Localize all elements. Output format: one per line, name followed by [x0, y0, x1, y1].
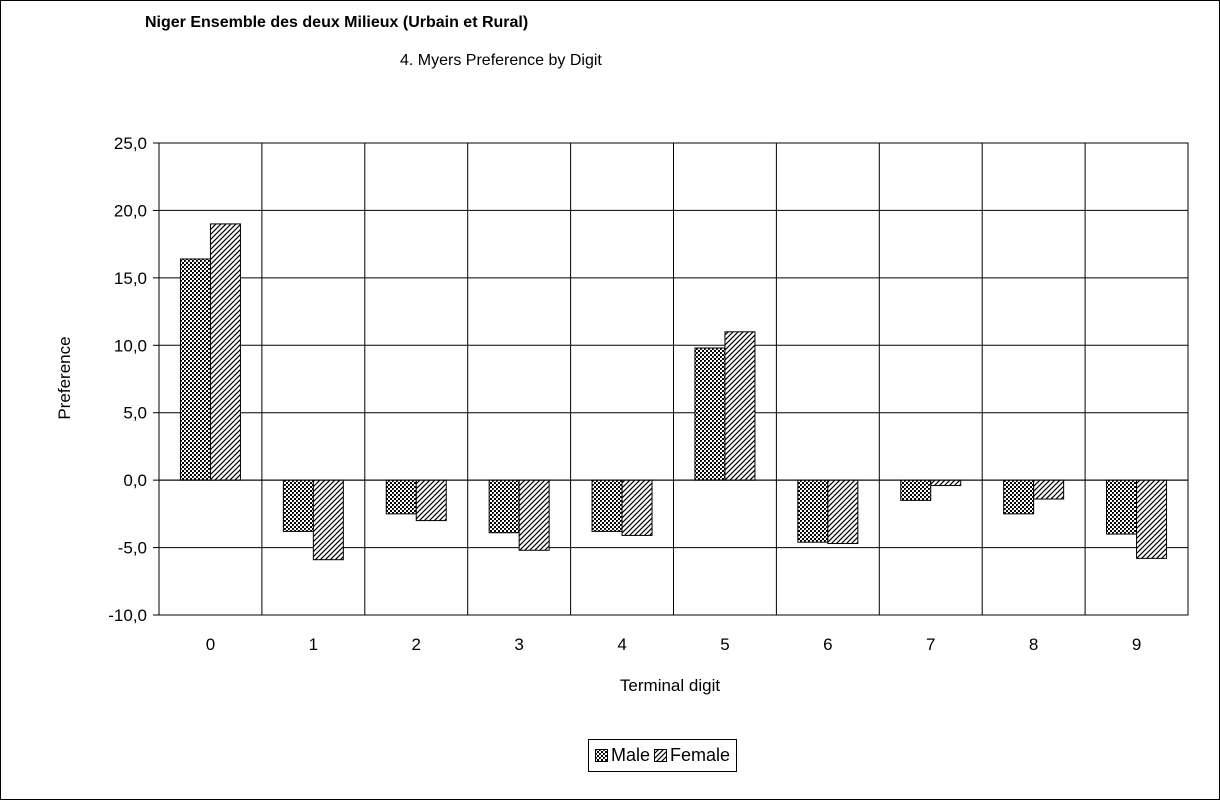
bar-female-8 [1033, 479, 1065, 500]
x-tick-label: 1 [309, 635, 318, 654]
x-tick-label: 8 [1029, 635, 1038, 654]
bar-male-5 [694, 347, 726, 481]
x-axis-label: Terminal digit [620, 676, 720, 695]
legend: Male Female [588, 739, 738, 772]
x-tick-label: 4 [617, 635, 626, 654]
bar-female-4 [621, 479, 653, 536]
chart-subtitle: 4. Myers Preference by Digit [400, 52, 602, 69]
y-tick-label: 20,0 [114, 201, 147, 220]
legend-label-male: Male [611, 745, 651, 765]
bar-male-8 [1003, 479, 1035, 515]
bar-male-6 [797, 479, 829, 543]
x-tick-label: 6 [823, 635, 832, 654]
legend-item-female: Female [654, 745, 730, 766]
legend-label-female: Female [670, 745, 731, 765]
x-tick-label: 7 [926, 635, 935, 654]
bar-female-1 [312, 479, 344, 561]
bars [179, 223, 1168, 561]
bar-male-1 [282, 479, 314, 532]
bar-female-5 [724, 331, 756, 481]
bar-female-3 [518, 479, 550, 551]
legend-item-male: Male [595, 745, 650, 766]
bar-male-0 [179, 258, 211, 481]
y-tick-label: 15,0 [114, 269, 147, 288]
bar-female-7 [930, 479, 962, 487]
legend-swatch-male [595, 749, 608, 762]
bar-male-2 [385, 479, 417, 515]
bar-male-7 [900, 479, 932, 501]
bar-female-6 [827, 479, 859, 545]
y-tick-label: 0,0 [123, 471, 147, 490]
chart-title: Niger Ensemble des deux Milieux (Urbain … [145, 14, 529, 31]
x-tick-label: 5 [720, 635, 729, 654]
legend-swatch-female [654, 749, 668, 762]
axes: 25,0 20,0 15,0 10,0 5,0 0,0 -5,0 -10,0 0 1 2 3 4 5 6 7 8… [108, 134, 1188, 654]
y-tick-label: 25,0 [114, 134, 147, 153]
bar-male-3 [488, 479, 520, 534]
y-tick-label: -10,0 [108, 606, 147, 625]
bar-female-9 [1136, 479, 1168, 559]
y-axis-label: Preference [55, 336, 74, 419]
bar-female-2 [415, 479, 447, 522]
x-tick-label: 0 [206, 635, 215, 654]
bar-female-0 [209, 223, 241, 481]
y-tick-label: 5,0 [123, 404, 147, 423]
x-tick-label: 3 [514, 635, 523, 654]
bar-male-9 [1106, 479, 1138, 535]
y-tick-label: 10,0 [114, 336, 147, 355]
x-tick-label: 2 [412, 635, 421, 654]
x-tick-label: 9 [1132, 635, 1141, 654]
y-tick-label: -5,0 [118, 539, 147, 558]
bar-male-4 [591, 479, 623, 532]
